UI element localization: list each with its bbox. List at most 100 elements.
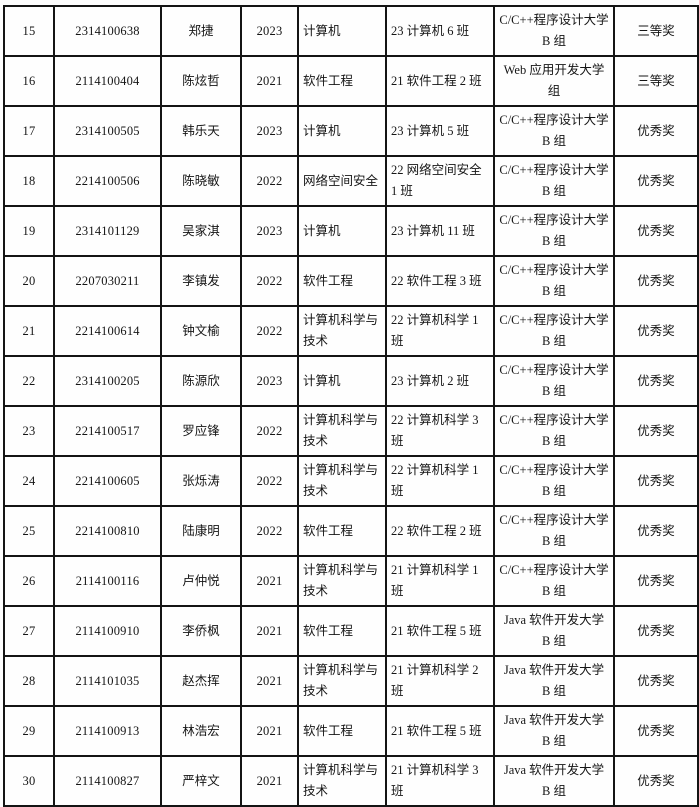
- cell-award: 三等奖: [613, 55, 699, 107]
- cell-award: 优秀奖: [613, 555, 699, 607]
- cell-year: 2021: [240, 55, 299, 107]
- cell-year: 2022: [240, 455, 299, 507]
- table-row: 29 2114100913 林浩宏 2021 软件工程 21 软件工程 5 班 …: [3, 705, 699, 757]
- cell-student-name: 郑捷: [160, 5, 242, 57]
- cell-major: 网络空间安全: [297, 155, 387, 207]
- cell-student-name: 吴家淇: [160, 205, 242, 257]
- cell-group: C/C++程序设计大学 B 组: [493, 455, 615, 507]
- cell-major: 软件工程: [297, 255, 387, 307]
- cell-student-id: 2214100605: [53, 455, 162, 507]
- cell-student-id: 2207030211: [53, 255, 162, 307]
- cell-group: C/C++程序设计大学 B 组: [493, 305, 615, 357]
- cell-student-id: 2114100404: [53, 55, 162, 107]
- cell-year: 2021: [240, 655, 299, 707]
- table-row: 18 2214100506 陈晓敏 2022 网络空间安全 22 网络空间安全 …: [3, 155, 699, 207]
- table-row: 16 2114100404 陈炫哲 2021 软件工程 21 软件工程 2 班 …: [3, 55, 699, 107]
- cell-award: 优秀奖: [613, 255, 699, 307]
- cell-year: 2022: [240, 155, 299, 207]
- cell-student-id: 2214100614: [53, 305, 162, 357]
- cell-student-id: 2114100910: [53, 605, 162, 657]
- cell-class: 21 计算机科学 2 班: [385, 655, 495, 707]
- cell-row-number: 17: [3, 105, 55, 157]
- cell-major: 软件工程: [297, 55, 387, 107]
- cell-class: 21 软件工程 5 班: [385, 605, 495, 657]
- cell-class: 22 网络空间安全 1 班: [385, 155, 495, 207]
- cell-student-id: 2214100506: [53, 155, 162, 207]
- cell-award: 优秀奖: [613, 155, 699, 207]
- cell-major: 计算机: [297, 205, 387, 257]
- cell-group: C/C++程序设计大学 B 组: [493, 155, 615, 207]
- cell-row-number: 27: [3, 605, 55, 657]
- cell-group: C/C++程序设计大学 B 组: [493, 205, 615, 257]
- cell-student-id: 2114101035: [53, 655, 162, 707]
- cell-major: 软件工程: [297, 605, 387, 657]
- cell-class: 21 软件工程 5 班: [385, 705, 495, 757]
- cell-class: 21 软件工程 2 班: [385, 55, 495, 107]
- cell-student-name: 卢仲悦: [160, 555, 242, 607]
- table-row: 25 2214100810 陆康明 2022 软件工程 22 软件工程 2 班 …: [3, 505, 699, 557]
- cell-class: 22 计算机科学 1 班: [385, 305, 495, 357]
- cell-student-name: 张烁涛: [160, 455, 242, 507]
- cell-row-number: 21: [3, 305, 55, 357]
- cell-group: C/C++程序设计大学 B 组: [493, 255, 615, 307]
- cell-award: 优秀奖: [613, 355, 699, 407]
- cell-year: 2021: [240, 705, 299, 757]
- cell-student-name: 赵杰挥: [160, 655, 242, 707]
- cell-student-name: 陆康明: [160, 505, 242, 557]
- cell-year: 2023: [240, 355, 299, 407]
- cell-award: 优秀奖: [613, 455, 699, 507]
- cell-major: 计算机科学与 技术: [297, 655, 387, 707]
- cell-major: 软件工程: [297, 505, 387, 557]
- cell-class: 22 计算机科学 1 班: [385, 455, 495, 507]
- cell-major: 计算机科学与 技术: [297, 455, 387, 507]
- cell-student-name: 陈源欣: [160, 355, 242, 407]
- table-row: 21 2214100614 钟文榆 2022 计算机科学与 技术 22 计算机科…: [3, 305, 699, 357]
- award-table-body: 15 2314100638 郑捷 2023 计算机 23 计算机 6 班 C/C…: [3, 5, 699, 807]
- cell-row-number: 28: [3, 655, 55, 707]
- table-row: 26 2114100116 卢仲悦 2021 计算机科学与 技术 21 计算机科…: [3, 555, 699, 607]
- table-row: 28 2114101035 赵杰挥 2021 计算机科学与 技术 21 计算机科…: [3, 655, 699, 707]
- cell-student-id: 2214100810: [53, 505, 162, 557]
- table-row: 27 2114100910 李侨枫 2021 软件工程 21 软件工程 5 班 …: [3, 605, 699, 657]
- cell-major: 计算机: [297, 5, 387, 57]
- cell-row-number: 22: [3, 355, 55, 407]
- cell-student-id: 2114100827: [53, 755, 162, 807]
- cell-row-number: 30: [3, 755, 55, 807]
- cell-year: 2023: [240, 205, 299, 257]
- award-results-table: 15 2314100638 郑捷 2023 计算机 23 计算机 6 班 C/C…: [3, 5, 699, 807]
- cell-major: 计算机科学与 技术: [297, 405, 387, 457]
- cell-row-number: 26: [3, 555, 55, 607]
- cell-group: Web 应用开发大学组: [493, 55, 615, 107]
- cell-award: 优秀奖: [613, 105, 699, 157]
- cell-award: 优秀奖: [613, 605, 699, 657]
- cell-award: 优秀奖: [613, 405, 699, 457]
- cell-award: 优秀奖: [613, 655, 699, 707]
- cell-student-name: 钟文榆: [160, 305, 242, 357]
- cell-student-id: 2314101129: [53, 205, 162, 257]
- cell-class: 22 软件工程 2 班: [385, 505, 495, 557]
- table-row: 22 2314100205 陈源欣 2023 计算机 23 计算机 2 班 C/…: [3, 355, 699, 407]
- cell-group: C/C++程序设计大学 B 组: [493, 105, 615, 157]
- cell-award: 优秀奖: [613, 305, 699, 357]
- cell-year: 2023: [240, 105, 299, 157]
- cell-student-name: 罗应锋: [160, 405, 242, 457]
- cell-year: 2021: [240, 555, 299, 607]
- cell-class: 23 计算机 6 班: [385, 5, 495, 57]
- cell-group: C/C++程序设计大学 B 组: [493, 405, 615, 457]
- cell-year: 2022: [240, 255, 299, 307]
- table-row: 23 2214100517 罗应锋 2022 计算机科学与 技术 22 计算机科…: [3, 405, 699, 457]
- table-row: 17 2314100505 韩乐天 2023 计算机 23 计算机 5 班 C/…: [3, 105, 699, 157]
- cell-student-name: 韩乐天: [160, 105, 242, 157]
- cell-award: 优秀奖: [613, 705, 699, 757]
- cell-group: C/C++程序设计大学 B 组: [493, 355, 615, 407]
- cell-class: 21 计算机科学 1 班: [385, 555, 495, 607]
- cell-student-name: 李侨枫: [160, 605, 242, 657]
- cell-group: C/C++程序设计大学 B 组: [493, 555, 615, 607]
- cell-student-id: 2114100913: [53, 705, 162, 757]
- cell-student-name: 李镇发: [160, 255, 242, 307]
- cell-major: 计算机科学与 技术: [297, 555, 387, 607]
- table-row: 24 2214100605 张烁涛 2022 计算机科学与 技术 22 计算机科…: [3, 455, 699, 507]
- cell-student-name: 严梓文: [160, 755, 242, 807]
- cell-row-number: 23: [3, 405, 55, 457]
- cell-class: 22 计算机科学 3 班: [385, 405, 495, 457]
